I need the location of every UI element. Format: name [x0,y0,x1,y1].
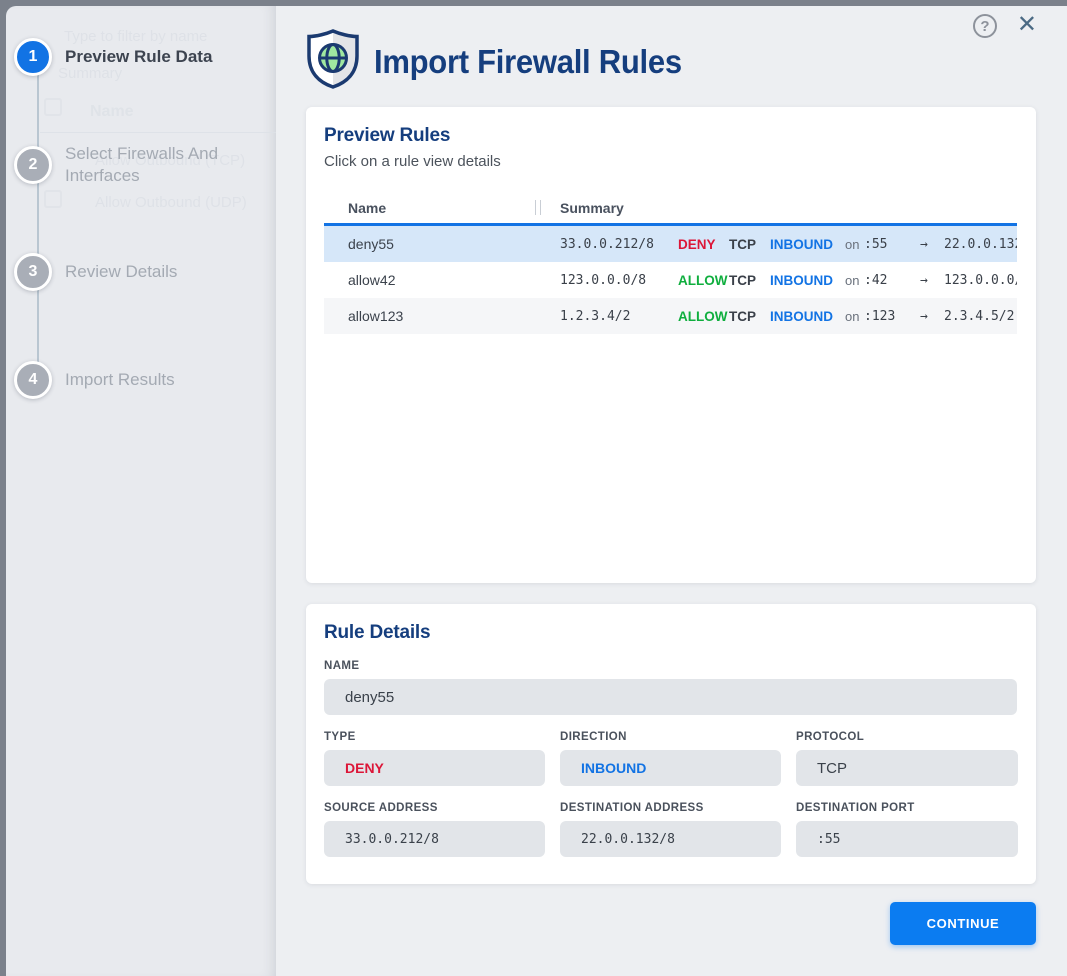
name-field-value: deny55 [345,688,395,706]
modal-main-content: Import Firewall Rules ? ✕ Preview Rules … [276,6,1067,976]
arrow-right-icon: → [920,236,928,252]
step-label: Preview Rule Data [65,47,213,66]
source-address-field-label: SOURCE ADDRESS [324,802,438,814]
rule-action-badge: ALLOW [678,308,728,324]
rule-port: :55 [864,236,888,252]
rule-row[interactable]: allow123 1.2.3.4/2 ALLOW TCP INBOUND on … [324,298,1017,334]
destination-port-field-value: :55 [817,831,841,847]
rule-source-address: 33.0.0.212/8 [560,236,654,252]
rule-protocol: TCP [729,236,756,252]
destination-address-field-value: 22.0.0.132/8 [581,831,675,847]
stepper-connector-line [37,63,39,386]
rule-direction: INBOUND [770,272,833,288]
rule-name-cell: deny55 [348,236,394,252]
rule-on-word: on [845,272,860,288]
rule-row[interactable]: deny55 33.0.0.212/8 DENY TCP INBOUND on … [324,226,1017,262]
rule-port: :123 [864,308,896,324]
rules-table-body: deny55 33.0.0.212/8 DENY TCP INBOUND on … [324,226,1017,334]
rule-summary-cell: 1.2.3.4/2 ALLOW TCP INBOUND on :123 → 2.… [560,309,1017,324]
rule-details-title: Rule Details [324,622,431,643]
rule-row[interactable]: allow42 123.0.0.0/8 ALLOW TCP INBOUND on… [324,262,1017,298]
arrow-right-icon: → [920,308,928,324]
step-label: Import Results [65,370,175,389]
rule-source-address: 123.0.0.0/8 [560,272,647,288]
close-icon[interactable]: ✕ [1016,11,1037,38]
rule-action-badge: DENY [678,236,716,252]
rule-name-cell: allow42 [348,272,396,288]
import-firewall-rules-modal: Type to filter by name Summary Name Allo… [6,6,1067,976]
ghost-rule-udp: Allow Outbound (UDP) [95,194,247,211]
rule-on-word: on [845,236,860,252]
protocol-field-value: TCP [817,759,847,777]
rule-protocol: TCP [729,308,756,324]
column-resize-handle-icon[interactable] [535,200,541,215]
destination-address-field: 22.0.0.132/8 [560,821,781,857]
direction-field: INBOUND [560,750,781,786]
name-field-label: NAME [324,660,360,672]
ghost-divider [40,132,276,133]
stepper-step-import-results[interactable]: 4 Import Results [14,361,264,399]
step-number-badge: 4 [14,361,52,399]
stepper-step-review-details[interactable]: 3 Review Details [14,253,264,291]
step-label: Select Firewalls And Interfaces [65,144,219,185]
type-field: DENY [324,750,545,786]
rule-action-badge: ALLOW [678,272,728,288]
source-address-field-value: 33.0.0.212/8 [345,831,439,847]
rule-name-cell: allow123 [348,308,404,324]
protocol-field-label: PROTOCOL [796,731,865,743]
direction-field-value: INBOUND [581,760,647,776]
preview-rules-title: Preview Rules [324,125,451,146]
stepper-step-select-firewalls[interactable]: 2 Select Firewalls And Interfaces [14,143,264,187]
rule-on-word: on [845,308,860,324]
wizard-stepper-panel: Type to filter by name Summary Name Allo… [6,6,276,976]
column-header-name[interactable]: Name [348,199,387,216]
type-field-label: TYPE [324,731,356,743]
rule-port: :42 [864,272,888,288]
step-number-badge: 1 [14,38,52,76]
type-field-value: DENY [345,760,384,776]
rule-destination-address: 123.0.0.0/8 [944,272,1017,288]
rule-protocol: TCP [729,272,756,288]
rule-summary-cell: 33.0.0.212/8 DENY TCP INBOUND on :55 → 2… [560,237,1017,252]
destination-address-field-label: DESTINATION ADDRESS [560,802,704,814]
rule-details-card: Rule Details NAME deny55 TYPE DIRECTION … [306,604,1036,884]
ghost-checkbox-icon [44,98,62,116]
column-header-summary[interactable]: Summary [560,199,624,216]
shield-globe-icon [306,28,360,95]
name-field: deny55 [324,679,1017,715]
rules-table: Name Summary deny55 33.0.0.212/8 DENY TC… [324,192,1017,334]
continue-button[interactable]: CONTINUE [890,902,1036,945]
arrow-right-icon: → [920,272,928,288]
rule-direction: INBOUND [770,236,833,252]
protocol-field: TCP [796,750,1018,786]
step-number-badge: 2 [14,146,52,184]
modal-title: Import Firewall Rules [374,42,682,80]
step-number-badge: 3 [14,253,52,291]
destination-port-field: :55 [796,821,1018,857]
preview-rules-subtitle: Click on a rule view details [324,153,501,170]
rule-summary-cell: 123.0.0.0/8 ALLOW TCP INBOUND on :42 → 1… [560,273,1017,288]
stepper-step-preview-rule-data[interactable]: 1 Preview Rule Data [14,38,264,76]
destination-port-field-label: DESTINATION PORT [796,802,915,814]
help-button[interactable]: ? [973,14,997,38]
rule-source-address: 1.2.3.4/2 [560,308,631,324]
direction-field-label: DIRECTION [560,731,627,743]
source-address-field: 33.0.0.212/8 [324,821,545,857]
rules-table-header: Name Summary [324,192,1017,226]
ghost-checkbox-icon [44,190,62,208]
preview-rules-card: Preview Rules Click on a rule view detai… [306,107,1036,583]
rule-destination-address: 2.3.4.5/2 [944,308,1015,324]
rule-destination-address: 22.0.0.132/8 [944,236,1017,252]
step-label: Review Details [65,262,178,281]
modal-header: Import Firewall Rules [306,28,701,95]
rule-direction: INBOUND [770,308,833,324]
ghost-name-header: Name [90,103,134,120]
